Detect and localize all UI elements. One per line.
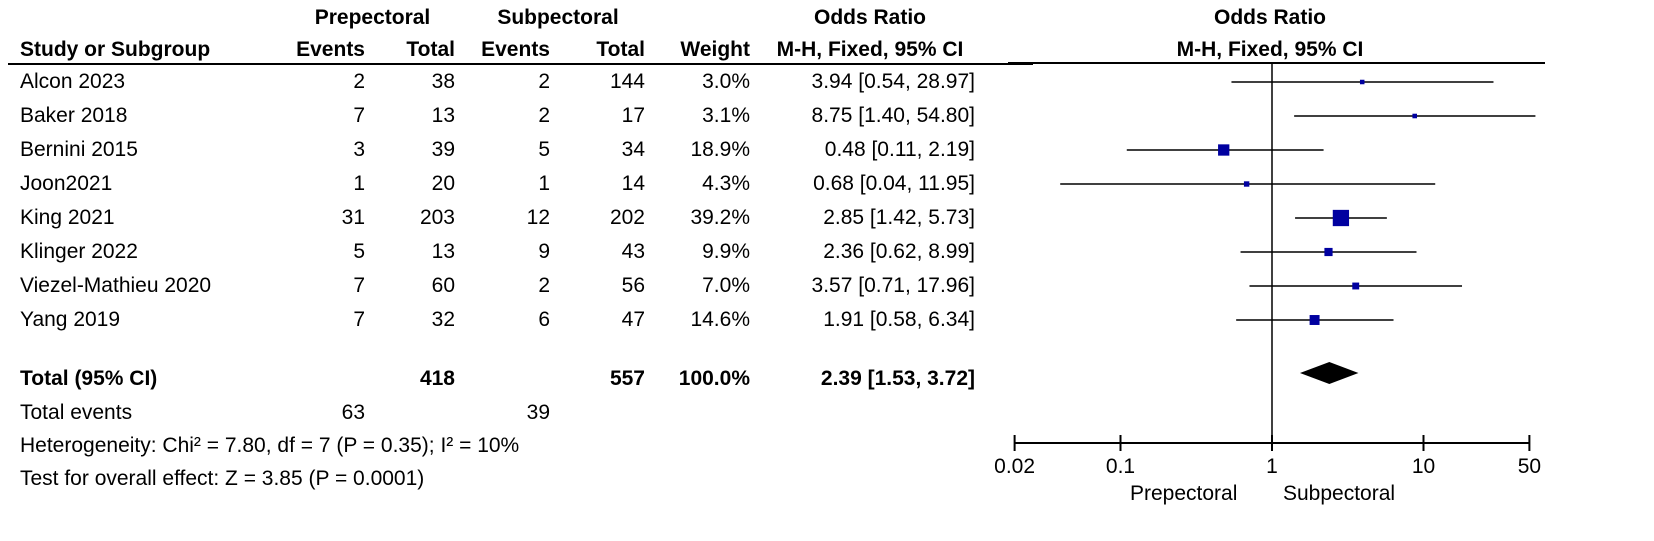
events2-cell: 12 <box>526 206 550 229</box>
group2-header: Subpectoral <box>497 6 619 29</box>
total2-cell: 144 <box>609 70 645 93</box>
total1-cell: 39 <box>431 138 455 161</box>
point-estimate-marker <box>1309 315 1320 325</box>
events1-column-header: Events <box>296 38 365 61</box>
total-n2: 557 <box>609 367 645 390</box>
total1-cell: 203 <box>419 206 455 229</box>
overall-effect-text: Test for overall effect: Z = 3.85 (P = 0… <box>20 467 425 490</box>
or-ci-cell: 3.57 [0.71, 17.96] <box>811 274 975 297</box>
x-tick-label: 0.02 <box>994 455 1035 478</box>
events1-cell: 7 <box>353 104 365 127</box>
total1-cell: 38 <box>431 70 455 93</box>
total-events-label: Total events <box>20 401 133 424</box>
events2-cell: 2 <box>538 274 550 297</box>
point-estimate-marker <box>1412 113 1418 119</box>
point-estimate-marker <box>1324 247 1333 257</box>
events1-cell: 2 <box>353 70 365 93</box>
total1-cell: 32 <box>431 308 455 331</box>
x-tick-label: 1 <box>1266 455 1278 478</box>
point-estimate-marker <box>1243 181 1250 187</box>
events2-cell: 2 <box>538 70 550 93</box>
weight-cell: 4.3% <box>702 172 750 195</box>
events1-cell: 1 <box>353 172 365 195</box>
total2-cell: 202 <box>609 206 645 229</box>
total-ci: 2.39 [1.53, 3.72] <box>820 367 975 390</box>
total1-cell: 13 <box>431 240 455 263</box>
plot-method-header: M-H, Fixed, 95% CI <box>1176 38 1364 61</box>
total2-cell: 43 <box>621 240 645 263</box>
total1-cell: 13 <box>431 104 455 127</box>
total2-cell: 47 <box>621 308 645 331</box>
point-estimate-marker <box>1218 144 1230 156</box>
study-column-header: Study or Subgroup <box>20 38 211 61</box>
total2-column-header: Total <box>596 38 645 61</box>
point-estimate-marker <box>1332 209 1350 227</box>
weight-column-header: Weight <box>680 38 750 61</box>
total1-cell: 20 <box>431 172 455 195</box>
weight-cell: 7.0% <box>702 274 750 297</box>
study-name: Alcon 2023 <box>20 70 126 93</box>
events2-column-header: Events <box>481 38 550 61</box>
weight-cell: 9.9% <box>702 240 750 263</box>
weight-cell: 18.9% <box>690 138 750 161</box>
events1-cell: 3 <box>353 138 365 161</box>
total-label: Total (95% CI) <box>20 367 158 390</box>
study-name: Yang 2019 <box>20 308 121 331</box>
or-ci-cell: 1.91 [0.58, 6.34] <box>823 308 975 331</box>
or-title: Odds Ratio <box>813 6 926 29</box>
total1-cell: 60 <box>431 274 455 297</box>
study-name: Bernini 2015 <box>20 138 138 161</box>
study-name: Klinger 2022 <box>20 240 138 263</box>
total-weight: 100.0% <box>678 367 750 390</box>
events2-cell: 9 <box>538 240 550 263</box>
or-ci-cell: 2.85 [1.42, 5.73] <box>823 206 975 229</box>
study-name: Baker 2018 <box>20 104 128 127</box>
total1-column-header: Total <box>406 38 455 61</box>
total2-cell: 56 <box>621 274 645 297</box>
weight-cell: 3.0% <box>702 70 750 93</box>
axis-left-label: Prepectoral <box>1130 482 1238 505</box>
weight-cell: 3.1% <box>702 104 750 127</box>
weight-cell: 39.2% <box>690 206 750 229</box>
x-tick-label: 0.1 <box>1106 455 1135 478</box>
or-ci-cell: 0.48 [0.11, 2.19] <box>824 138 975 161</box>
heterogeneity-text: Heterogeneity: Chi² = 7.80, df = 7 (P = … <box>20 434 520 457</box>
or-method-header: M-H, Fixed, 95% CI <box>776 38 964 61</box>
study-name: Viezel-Mathieu 2020 <box>20 274 212 297</box>
group1-header: Prepectoral <box>314 6 431 29</box>
or-ci-cell: 8.75 [1.40, 54.80] <box>811 104 975 127</box>
weight-cell: 14.6% <box>690 308 750 331</box>
study-name: Joon2021 <box>20 172 113 195</box>
x-tick-label: 50 <box>1518 455 1541 478</box>
total-events1: 63 <box>341 401 365 424</box>
events1-cell: 5 <box>353 240 365 263</box>
events2-cell: 5 <box>538 138 550 161</box>
events1-cell: 7 <box>353 308 365 331</box>
events1-cell: 31 <box>341 206 365 229</box>
events2-cell: 1 <box>538 172 550 195</box>
header-divider <box>8 63 1033 65</box>
events2-cell: 2 <box>538 104 550 127</box>
point-estimate-marker <box>1359 79 1365 85</box>
pooled-diamond <box>1299 362 1359 384</box>
total2-cell: 34 <box>621 138 645 161</box>
total2-cell: 14 <box>621 172 645 195</box>
events2-cell: 6 <box>538 308 550 331</box>
point-estimate-marker <box>1352 282 1360 290</box>
plot-title: Odds Ratio <box>1213 6 1326 29</box>
total2-cell: 17 <box>621 104 645 127</box>
x-tick-label: 10 <box>1412 455 1435 478</box>
events1-cell: 7 <box>353 274 365 297</box>
axis-right-label: Subpectoral <box>1283 482 1396 505</box>
or-ci-cell: 2.36 [0.62, 8.99] <box>823 240 975 263</box>
study-name: King 2021 <box>20 206 115 229</box>
or-ci-cell: 3.94 [0.54, 28.97] <box>811 70 975 93</box>
or-ci-cell: 0.68 [0.04, 11.95] <box>813 172 975 195</box>
total-events2: 39 <box>526 401 550 424</box>
total-n1: 418 <box>419 367 455 390</box>
